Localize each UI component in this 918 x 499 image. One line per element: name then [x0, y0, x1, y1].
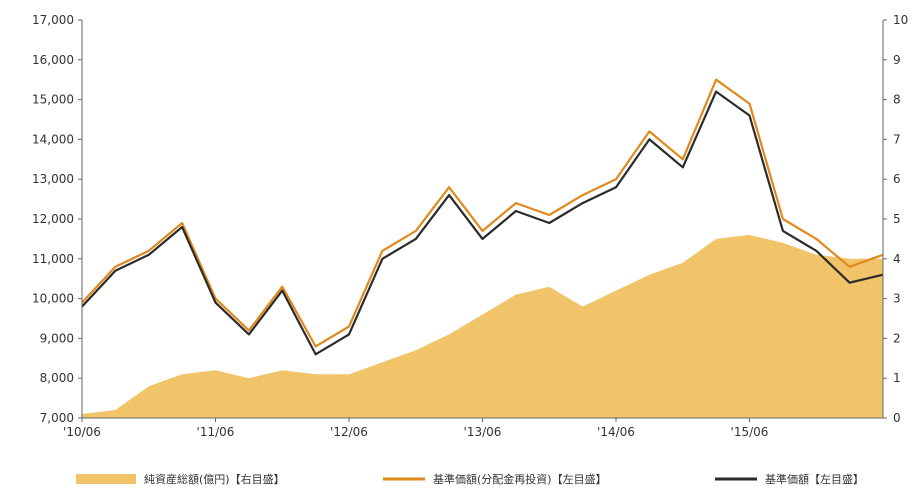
right-tick-label: 1 [893, 371, 901, 385]
right-tick-label: 9 [893, 53, 901, 67]
axes: 7,000 8,000 9,000 10,000 11,000 12,000 13,000 1… [32, 13, 908, 439]
left-tick-label: 15,000 [32, 93, 74, 107]
right-tick-label: 3 [893, 292, 901, 306]
left-tick-label: 16,000 [32, 53, 74, 67]
legend-label: 純資産総額(億円)【右目盛】 [144, 472, 285, 486]
left-tick-label: 8,000 [40, 371, 74, 385]
left-tick-label: 11,000 [32, 252, 74, 266]
legend-label: 基準価額(分配金再投資)【左目盛】 [433, 472, 607, 486]
left-tick-label: 10,000 [32, 292, 74, 306]
x-tick-label: '14/06 [597, 425, 635, 439]
x-tick-label: '12/06 [330, 425, 368, 439]
left-tick-label: 17,000 [32, 13, 74, 27]
x-tick-label: '13/06 [464, 425, 502, 439]
series-line-reinvested-nav [81, 78, 884, 348]
right-tick-label: 0 [893, 411, 901, 425]
legend-label: 基準価額【左目盛】 [765, 472, 864, 486]
legend-swatch-area [76, 474, 136, 484]
left-tick-label: 13,000 [32, 172, 74, 186]
left-tick-label: 12,000 [32, 212, 74, 226]
series-area-net-assets [82, 234, 883, 418]
x-tick-label: '11/06 [197, 425, 235, 439]
legend: 純資産総額(億円)【右目盛】 基準価額(分配金再投資)【左目盛】 基準価額【左目盛】 [76, 472, 864, 486]
right-tick-label: 6 [893, 172, 901, 186]
right-tick-label: 2 [893, 331, 901, 345]
left-tick-label: 14,000 [32, 132, 74, 146]
x-tick-label: '10/06 [63, 425, 101, 439]
plot-area [81, 78, 884, 418]
left-tick-label: 7,000 [40, 411, 74, 425]
series-line-nav [81, 90, 884, 356]
right-tick-label: 8 [893, 93, 901, 107]
left-tick-label: 9,000 [40, 331, 74, 345]
x-tick-label: '15/06 [731, 425, 769, 439]
right-tick-label: 10 [893, 13, 908, 27]
right-tick-label: 5 [893, 212, 901, 226]
right-tick-label: 7 [893, 132, 901, 146]
right-tick-label: 4 [893, 252, 901, 266]
